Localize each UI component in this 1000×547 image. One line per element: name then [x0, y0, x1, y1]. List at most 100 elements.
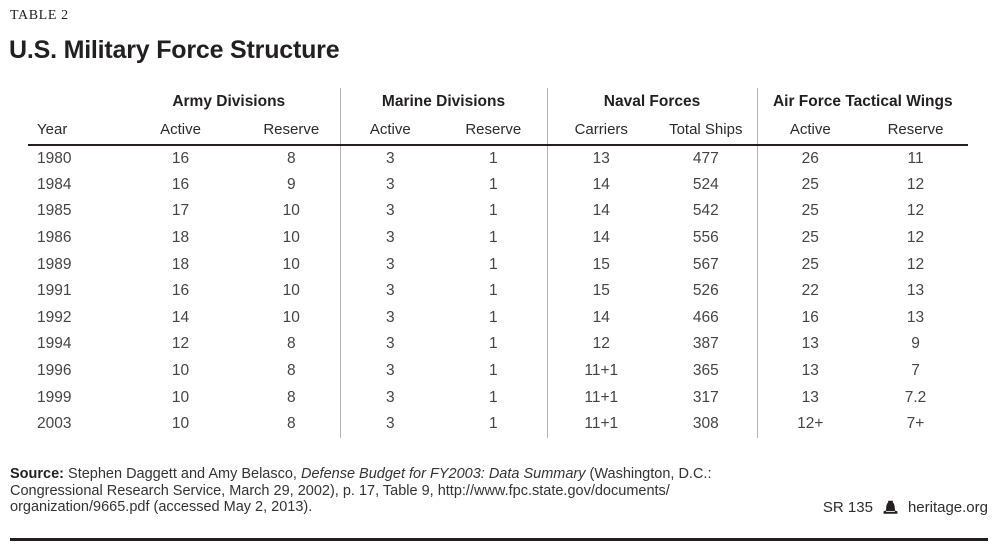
value-cell: 524 [692, 175, 719, 193]
value-cell: 1 [488, 335, 498, 353]
source-authors: Stephen Daggett and Amy Belasco, [68, 466, 297, 482]
footer-brandline: SR 135 heritage.org [823, 498, 988, 516]
liberty-bell-icon [883, 500, 898, 514]
value-cell: 14 [546, 171, 656, 199]
source-line3: organization/9665.pdf (accessed May 2, 2… [10, 499, 313, 515]
table-row: 1992 14 10 3 1 14 466 16 13 [28, 304, 968, 332]
value-cell: 13 [756, 331, 864, 358]
value-cell: 14 [546, 224, 656, 252]
table-kicker: TABLE 2 [10, 8, 69, 23]
value-cell: 14 [171, 308, 190, 326]
source-label: Source: [10, 466, 64, 482]
source-line2: Congressional Research Service, March 29… [10, 482, 670, 499]
value-cell: 11+1 [546, 410, 656, 438]
value-cell: 16 [171, 149, 190, 167]
value-cell: 17 [171, 202, 190, 220]
value-cell: 1 [488, 175, 498, 193]
page-title: U.S. Military Force Structure [9, 36, 340, 64]
value-cell: 542 [692, 202, 719, 220]
value-cell: 10 [282, 202, 300, 220]
value-cell: 1 [488, 149, 498, 167]
value-cell: 3 [339, 277, 441, 305]
value-cell: 12 [171, 335, 190, 353]
table-row: 1996 10 8 3 1 11+1 365 13 7 [28, 357, 968, 385]
table-row: 1986 18 10 3 1 14 556 25 12 [28, 224, 968, 252]
value-cell: 11+1 [546, 384, 656, 411]
value-cell: 7+ [906, 415, 925, 433]
table-row: 1994 12 8 3 1 12 387 13 9 [28, 331, 968, 358]
col-airforce-active: Active [756, 115, 864, 146]
value-cell: 1 [488, 388, 498, 406]
value-cell: 365 [692, 362, 719, 380]
col-airforce-reserve: Reserve [863, 115, 969, 146]
value-cell: 1 [488, 255, 498, 273]
value-cell: 10 [171, 415, 190, 433]
value-cell: 16 [756, 304, 864, 332]
value-cell: 12+ [756, 410, 864, 438]
page-bottom-rule [10, 538, 988, 541]
table-row: 1989 18 10 3 1 15 567 25 12 [28, 251, 968, 278]
year-cell: 2003 [37, 415, 72, 433]
value-cell: 16 [171, 282, 190, 300]
value-cell: 11 [907, 149, 924, 167]
value-cell: 3 [339, 331, 441, 358]
value-cell: 25 [756, 171, 864, 199]
value-cell: 10 [282, 229, 300, 247]
group-army-divisions: Army Divisions [172, 92, 286, 110]
value-cell: 1 [488, 415, 498, 433]
value-cell: 13 [546, 145, 656, 172]
value-cell: 15 [546, 277, 656, 305]
value-cell: 8 [286, 335, 296, 353]
group-naval-forces: Naval Forces [546, 88, 758, 115]
value-cell: 13 [756, 357, 864, 385]
value-cell: 3 [339, 304, 441, 332]
value-cell: 16 [171, 175, 190, 193]
value-cell: 317 [692, 388, 719, 406]
source-work-title: Defense Budget for FY2003: Data Summary [301, 466, 586, 482]
value-cell: 10 [171, 388, 190, 406]
year-cell: 1986 [37, 229, 72, 247]
report-id: SR 135 [822, 498, 873, 516]
value-cell: 26 [756, 145, 864, 172]
value-cell: 477 [692, 149, 719, 167]
year-cell: 1984 [37, 175, 72, 193]
year-column-header: Year [28, 115, 118, 146]
value-cell: 12 [906, 229, 925, 247]
group-air-force-tactical-wings: Air Force Tactical Wings [756, 88, 969, 115]
value-cell: 8 [286, 362, 296, 380]
table-row: 1985 17 10 3 1 14 542 25 12 [28, 198, 968, 225]
value-cell: 13 [906, 308, 925, 326]
value-cell: 387 [692, 335, 719, 353]
value-cell: 1 [488, 282, 498, 300]
year-cell: 1991 [37, 282, 72, 300]
value-cell: 25 [756, 224, 864, 252]
year-cell: 1980 [37, 149, 72, 167]
value-cell: 3 [339, 171, 441, 199]
value-cell: 567 [692, 255, 719, 273]
value-cell: 10 [282, 282, 300, 300]
value-cell: 14 [546, 304, 656, 332]
year-group-spacer [28, 88, 118, 115]
table-row: 1980 16 8 3 1 13 477 26 11 [28, 145, 968, 172]
value-cell: 7 [911, 362, 920, 380]
value-cell: 14 [546, 198, 656, 225]
value-cell: 10 [171, 362, 190, 380]
value-cell: 526 [692, 282, 719, 300]
value-cell: 25 [756, 198, 864, 225]
col-army-active: Active [118, 115, 243, 146]
column-header-row: Year Active Reserve Active Reserve Carri… [28, 115, 969, 146]
value-cell: 1 [488, 362, 498, 380]
table-row: 2003 10 8 3 1 11+1 308 12+ 7+ [28, 410, 968, 438]
table-row: 1984 16 9 3 1 14 524 25 12 [28, 171, 968, 199]
col-marine-active: Active [339, 115, 441, 146]
value-cell: 12 [906, 255, 925, 273]
year-cell: 1994 [37, 335, 72, 353]
group-header-row: Army Divisions Marine Divisions Naval Fo… [28, 88, 969, 115]
table-row: 1999 10 8 3 1 11+1 317 13 7.2 [28, 384, 968, 411]
value-cell: 18 [171, 255, 190, 273]
source-note: Source: Stephen Daggett and Amy Belasco,… [10, 466, 730, 516]
table-row: 1991 16 10 3 1 15 526 22 13 [28, 277, 968, 305]
value-cell: 3 [339, 145, 441, 172]
value-cell: 3 [339, 251, 441, 278]
value-cell: 13 [906, 282, 925, 300]
